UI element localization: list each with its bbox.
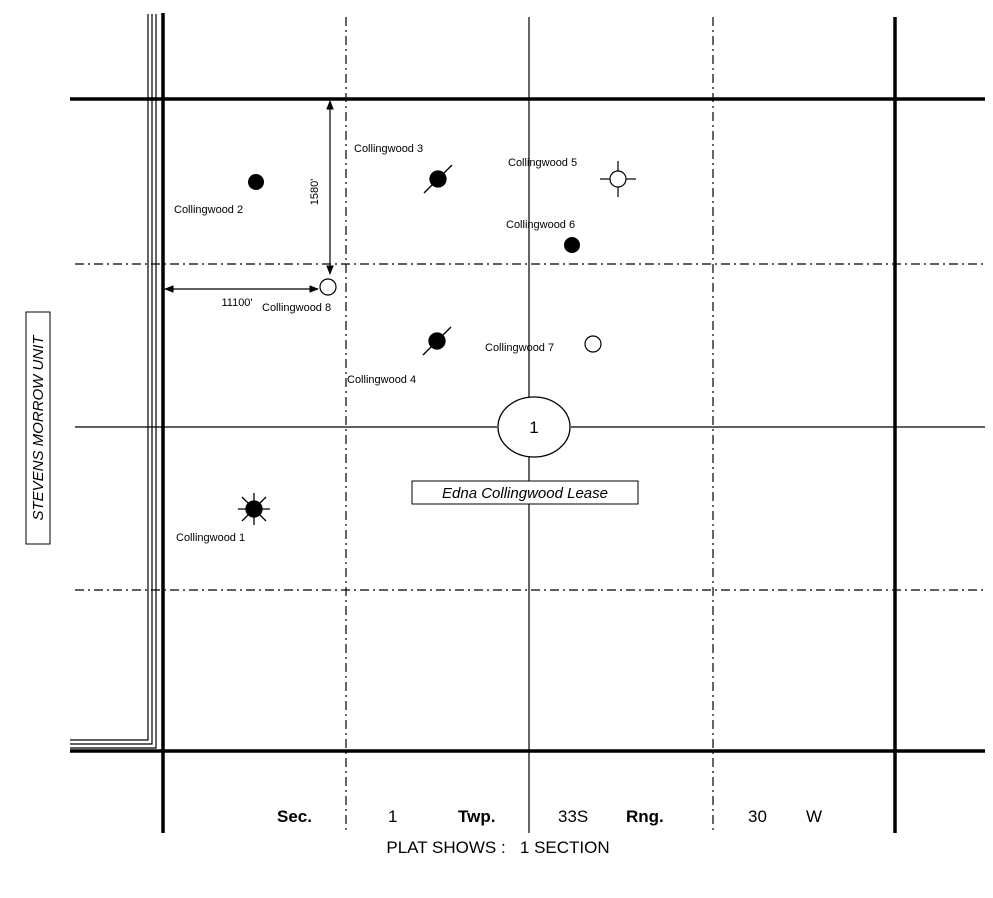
section-boundary (70, 13, 985, 833)
footer-sec-value: 1 (388, 807, 397, 826)
dimension-lines (164, 100, 334, 293)
well-label-collingwood-2: Collingwood 2 (174, 204, 243, 216)
well-symbol-collingwood-2 (248, 174, 264, 190)
footer-twp-value: 33S (558, 807, 588, 826)
footer-plat-shows: PLAT SHOWS : 1 SECTION (386, 838, 609, 857)
footer-sec-label: Sec. (277, 807, 312, 826)
footer-rng-value: 30 (748, 807, 767, 826)
unit-label: STEVENS MORROW UNIT (30, 334, 47, 521)
unit-boundary (70, 14, 157, 749)
well-symbol-collingwood-8 (319, 278, 337, 296)
well-label-collingwood-5: Collingwood 5 (508, 157, 577, 169)
well-symbol-collingwood-6 (564, 237, 580, 253)
dimension-label-horizontal: 11100' (221, 297, 252, 309)
footer-rng-dir: W (806, 807, 822, 826)
well-label-collingwood-4: Collingwood 4 (347, 374, 416, 386)
well-label-collingwood-1: Collingwood 1 (176, 532, 245, 544)
footer-rng-label: Rng. (626, 807, 664, 826)
section-number: 1 (529, 418, 538, 437)
well-label-collingwood-7: Collingwood 7 (485, 342, 554, 354)
dimension-label-vertical: 1580' (309, 179, 321, 206)
well-symbol-collingwood-5 (600, 161, 636, 197)
unit-label-group: STEVENS MORROW UNIT (25, 311, 51, 545)
footer-twp-label: Twp. (458, 807, 495, 826)
lease-label-box (411, 480, 639, 505)
well-symbol-collingwood-3 (423, 164, 453, 194)
lease-label: Edna Collingwood Lease (442, 485, 608, 502)
well-label-collingwood-3: Collingwood 3 (354, 143, 423, 155)
quarter-quarter-lines (75, 17, 985, 833)
section-number-circle (497, 396, 571, 458)
well-label-collingwood-8: Collingwood 8 (262, 302, 331, 314)
well-label-collingwood-6: Collingwood 6 (506, 219, 575, 231)
unit-label-box (25, 311, 51, 545)
well-symbol-collingwood-7 (584, 335, 602, 353)
well-symbol-collingwood-4 (422, 326, 452, 356)
well-symbol-collingwood-1 (238, 493, 270, 525)
